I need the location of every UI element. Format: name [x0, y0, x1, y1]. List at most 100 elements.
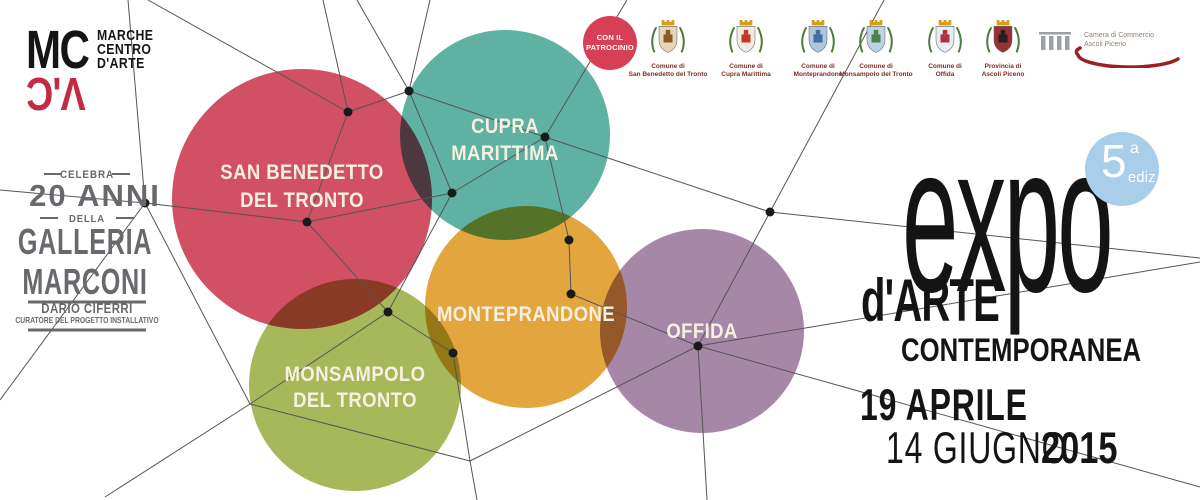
galleria-text: GALLERIA	[18, 222, 152, 263]
curator-role-text: CURATORE DEL PROGETTO INSTALLATIVO	[15, 315, 158, 325]
city-label-san-benedetto-del-tronto: DEL TRONTO	[240, 189, 364, 212]
title-expo: expo	[902, 101, 1111, 335]
network-node	[564, 235, 574, 245]
network-line	[306, 221, 389, 313]
sponsor-monteprandone: Comune di Monteprandone	[773, 20, 863, 79]
camera-swoosh-icon	[1074, 46, 1180, 68]
sponsor-caption: Comune di Monteprandone	[793, 63, 843, 79]
patrocinio-line1: CON IL	[596, 32, 624, 42]
network-line	[306, 111, 349, 223]
network-line	[249, 311, 389, 405]
date-start: 19 APRILE	[860, 381, 1028, 430]
brand-line-centro: CENTRO	[97, 41, 151, 57]
network-line	[356, 0, 410, 92]
network-line	[408, 90, 453, 194]
title-contemporanea: CONTEMPORANEA	[901, 332, 1141, 369]
coat-of-arms-icon	[729, 20, 763, 53]
city-circle-monsampolo-del-tronto	[249, 279, 461, 491]
sponsor-cupra-marittima: Comune di Cupra Marittima	[701, 20, 791, 79]
columns-icon	[1039, 32, 1071, 50]
network-line	[452, 352, 471, 462]
network-line	[544, 136, 771, 213]
network-line	[144, 202, 308, 223]
marconi-text: MARCONI	[22, 262, 147, 303]
city-label-monteprandone: MONTEPRANDONE	[437, 303, 615, 326]
patrocinio-badge: CON IL PATROCINIO	[583, 16, 637, 70]
logo-da-text: Ɔ'Λ	[26, 68, 86, 119]
network-line	[697, 345, 708, 500]
edition-label: ediz.	[1128, 170, 1161, 186]
sponsor-caption: Provincia di Ascoli Piceno	[981, 63, 1025, 79]
city-circle-cupra-marittima	[400, 30, 610, 240]
sponsor-caption: Comune di Monsampolo del Tronto	[839, 63, 913, 79]
city-label-cupra-marittima: MARITTIMA	[451, 142, 559, 165]
network-node	[343, 107, 353, 117]
camera-line1: Camera di Commercio	[1084, 32, 1155, 39]
coat-of-arms-icon	[928, 20, 962, 53]
coat-of-arms-icon	[986, 20, 1020, 53]
sponsor-caption: Comune di Offida	[928, 63, 962, 79]
date-end-light: 14 GIUGNO	[886, 424, 1067, 473]
coat-of-arms-icon	[859, 20, 893, 53]
network-line	[127, 0, 146, 204]
sponsor-caption: Comune di Cupra Marittima	[721, 63, 771, 79]
network-line	[697, 345, 1200, 488]
network-node	[566, 289, 576, 299]
network-line	[697, 261, 1200, 347]
coat-of-arms-icon	[651, 20, 685, 53]
network-line	[147, 0, 349, 113]
network-line	[544, 136, 570, 241]
network-line	[322, 0, 349, 113]
network-line	[408, 0, 431, 92]
city-label-san-benedetto-del-tronto: SAN BENEDETTO	[220, 161, 383, 184]
date-end-year: 2015	[1041, 424, 1117, 473]
network-line	[104, 403, 251, 498]
city-label-offida: OFFIDA	[666, 320, 737, 343]
network-node	[404, 86, 414, 96]
network-line	[387, 192, 453, 313]
network-node	[765, 207, 775, 217]
network-line	[249, 403, 471, 462]
camera-di-commercio-logo: Camera di Commercio Ascoli Piceno	[1038, 26, 1194, 70]
network-node	[383, 307, 393, 317]
network-line	[769, 211, 1200, 259]
city-label-monsampolo-del-tronto: MONSAMPOLO	[285, 363, 426, 386]
network-line	[0, 189, 146, 204]
network-line	[387, 311, 454, 354]
network-line	[697, 211, 771, 347]
network-node	[140, 198, 150, 208]
city-label-cupra-marittima: CUPRA	[471, 115, 539, 138]
camera-text: Camera di Commercio Ascoli Piceno	[1084, 31, 1154, 50]
della-text: DELLA	[69, 214, 105, 226]
network-line	[144, 202, 251, 405]
edition-badge: 5 a ediz.	[1085, 132, 1161, 206]
patrocinio-line2: PATROCINIO	[586, 43, 634, 52]
network-node	[693, 341, 703, 351]
curator-name-text: DARIO CIFERRI	[41, 301, 133, 316]
network-line	[408, 90, 546, 138]
sponsor-caption: Comune di San Benedetto del Tronto	[628, 63, 708, 79]
sponsor-ascoli-piceno: Provincia di Ascoli Piceno	[958, 20, 1048, 79]
sponsor-san-benedetto-del-tronto: Comune di San Benedetto del Tronto	[623, 20, 713, 79]
sponsor-offida: Comune di Offida	[900, 20, 990, 79]
title-darte: d'ARTE	[861, 267, 999, 334]
network-line	[347, 90, 410, 113]
network-node	[302, 217, 312, 227]
network-line	[451, 136, 546, 194]
edition-superscript: a	[1130, 140, 1139, 157]
coat-of-arms-icon	[801, 20, 835, 53]
network-line	[306, 192, 453, 223]
network-line	[469, 460, 478, 500]
city-label-monsampolo-del-tronto: DEL TRONTO	[293, 389, 417, 412]
celebra-text: CELEBRA	[60, 170, 114, 182]
network-line	[568, 239, 572, 295]
network-node	[540, 132, 550, 142]
sponsor-monsampolo-del-tronto: Comune di Monsampolo del Tronto	[831, 20, 921, 79]
network-line	[469, 345, 699, 462]
brand-line-marche: MARCHE	[97, 27, 153, 43]
camera-line2: Ascoli Piceno	[1084, 41, 1127, 49]
